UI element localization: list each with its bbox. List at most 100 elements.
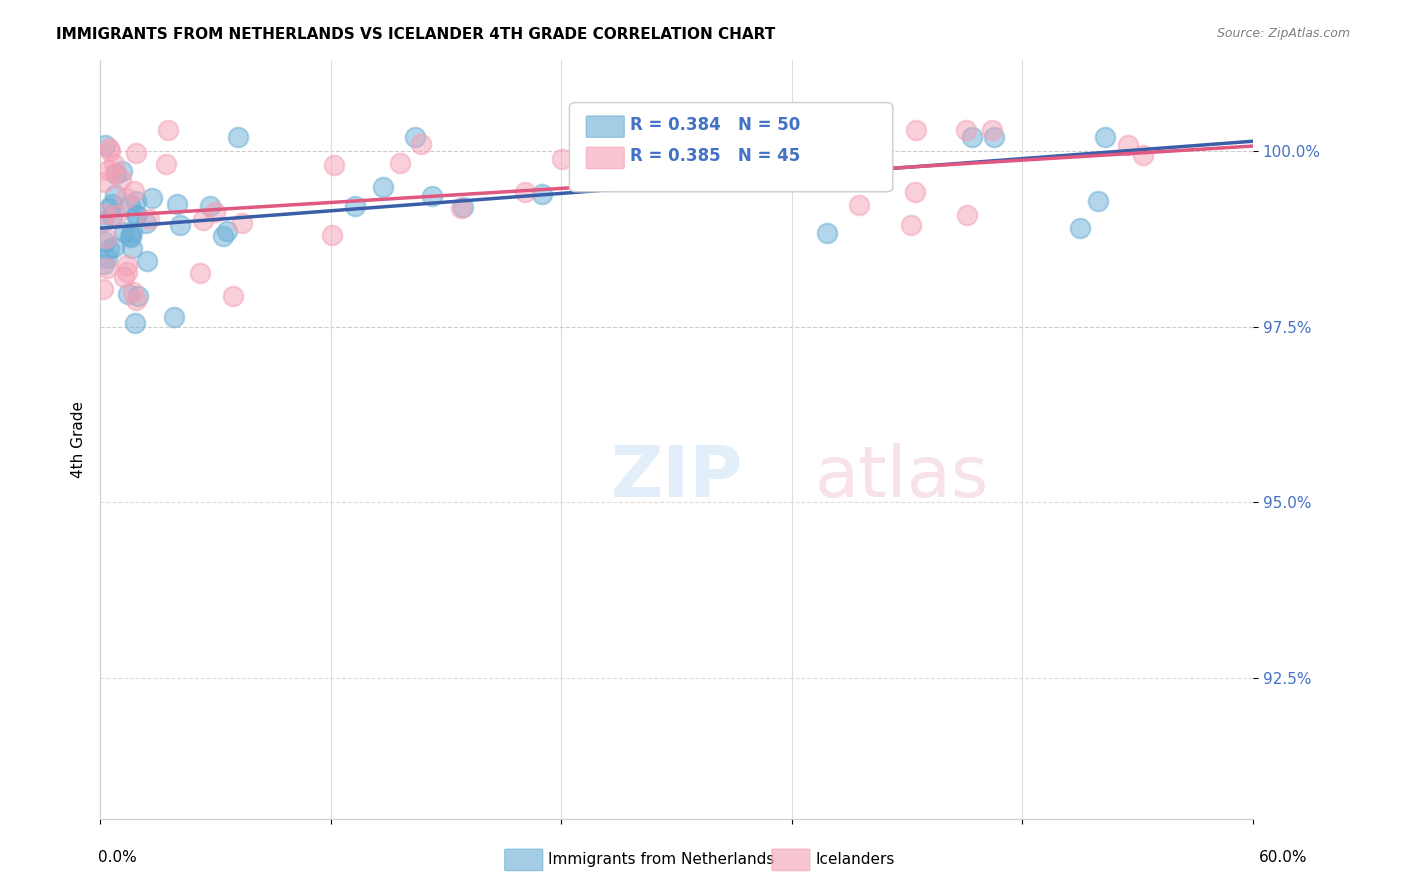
Point <box>138 211 160 226</box>
Point <box>96 260 118 275</box>
Point <box>125 194 148 209</box>
Point <box>157 123 180 137</box>
Text: R = 0.384   N = 50: R = 0.384 N = 50 <box>630 116 800 134</box>
Point <box>98 201 121 215</box>
Point <box>838 129 860 144</box>
Point <box>98 145 121 159</box>
Text: R = 0.385   N = 45: R = 0.385 N = 45 <box>630 147 800 165</box>
Point <box>101 210 124 224</box>
Text: 60.0%: 60.0% <box>1260 850 1308 865</box>
Point <box>163 310 186 324</box>
Point <box>371 180 394 194</box>
Point <box>124 316 146 330</box>
Point <box>136 253 159 268</box>
Point <box>97 141 120 155</box>
Point <box>169 218 191 232</box>
Point <box>211 228 233 243</box>
Point <box>117 286 139 301</box>
Point <box>904 185 927 199</box>
Point <box>141 191 163 205</box>
Point <box>110 172 132 186</box>
Point <box>155 157 177 171</box>
Point <box>1087 194 1109 209</box>
Point <box>217 224 239 238</box>
Point <box>120 228 142 243</box>
Text: IMMIGRANTS FROM NETHERLANDS VS ICELANDER 4TH GRADE CORRELATION CHART: IMMIGRANTS FROM NETHERLANDS VS ICELANDER… <box>56 27 776 42</box>
Text: ZIP: ZIP <box>610 442 742 511</box>
Point <box>343 199 366 213</box>
Point <box>97 163 120 178</box>
Point <box>166 196 188 211</box>
Point <box>103 166 125 180</box>
Point <box>104 187 127 202</box>
Point <box>451 201 474 215</box>
Point <box>981 123 1004 137</box>
Point <box>848 198 870 212</box>
Point <box>782 132 804 146</box>
Point <box>1069 221 1091 235</box>
Point <box>815 226 838 240</box>
Point <box>191 212 214 227</box>
Point <box>404 129 426 144</box>
Point <box>530 186 553 201</box>
Text: Immigrants from Netherlands: Immigrants from Netherlands <box>548 853 775 867</box>
Point <box>321 228 343 243</box>
Point <box>960 129 983 144</box>
Point <box>231 216 253 230</box>
Point <box>844 129 866 144</box>
Point <box>98 242 121 256</box>
Point <box>121 225 143 239</box>
Point <box>112 225 135 239</box>
Point <box>93 257 115 271</box>
Point <box>125 146 148 161</box>
Text: Icelanders: Icelanders <box>815 853 894 867</box>
Point <box>91 282 114 296</box>
Point <box>450 202 472 216</box>
Point <box>103 156 125 170</box>
Point <box>900 219 922 233</box>
Point <box>112 270 135 285</box>
Point <box>955 123 977 137</box>
Point <box>742 131 765 145</box>
Point <box>94 207 117 221</box>
Point <box>135 216 157 230</box>
Point <box>103 240 125 254</box>
Point <box>127 208 149 222</box>
Point <box>1094 129 1116 144</box>
Point <box>226 129 249 144</box>
Point <box>120 230 142 244</box>
Point <box>105 167 128 181</box>
Point <box>115 259 138 273</box>
Point <box>411 137 433 152</box>
Point <box>117 265 139 279</box>
Text: Source: ZipAtlas.com: Source: ZipAtlas.com <box>1216 27 1350 40</box>
Point <box>121 285 143 299</box>
Point <box>513 185 536 199</box>
Point <box>188 266 211 280</box>
Point <box>204 204 226 219</box>
Point <box>91 215 114 229</box>
Point <box>120 198 142 212</box>
Point <box>983 129 1005 144</box>
Point <box>222 289 245 303</box>
Point <box>96 230 118 244</box>
Point <box>94 235 117 250</box>
Point <box>94 138 117 153</box>
Point <box>101 197 124 211</box>
Point <box>127 288 149 302</box>
Point <box>1132 147 1154 161</box>
Point <box>122 185 145 199</box>
Y-axis label: 4th Grade: 4th Grade <box>72 401 86 477</box>
Point <box>105 208 128 222</box>
Point <box>121 241 143 255</box>
Point <box>125 208 148 222</box>
Point <box>1116 138 1139 153</box>
Point <box>114 191 136 205</box>
Point <box>125 293 148 308</box>
Point <box>96 252 118 266</box>
Point <box>551 152 574 166</box>
Point <box>956 208 979 222</box>
Text: atlas: atlas <box>815 442 990 511</box>
Point <box>323 158 346 172</box>
Point <box>422 189 444 203</box>
